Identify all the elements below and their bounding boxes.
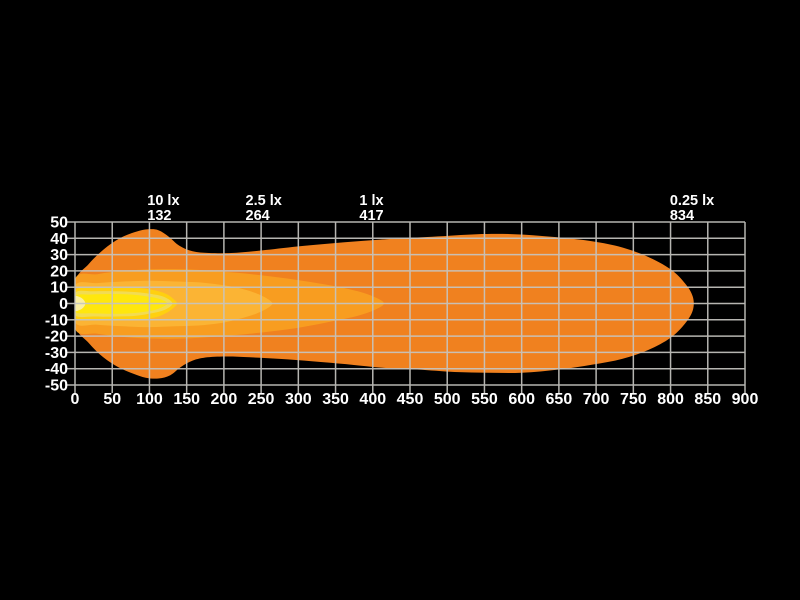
x-axis-tick-label: 50: [103, 391, 121, 408]
lux-marker-distance: 132: [147, 208, 171, 224]
x-axis-tick-label: 250: [248, 391, 275, 408]
x-axis-tick-label: 0: [71, 391, 80, 408]
x-axis-tick-label: 600: [508, 391, 535, 408]
x-axis-tick-label: 100: [136, 391, 163, 408]
y-axis-tick-label: -40: [45, 361, 68, 378]
lux-marker-distance: 417: [359, 208, 383, 224]
y-axis-tick-label: -10: [45, 312, 68, 329]
lux-marker-label: 1 lx: [359, 193, 383, 209]
y-axis-tick-label: 40: [50, 231, 68, 248]
x-axis-tick-label: 700: [583, 391, 610, 408]
lux-marker-label: 10 lx: [147, 193, 179, 209]
x-axis-tick-label: 350: [322, 391, 349, 408]
x-axis-tick-label: 650: [546, 391, 573, 408]
x-axis-tick-label: 500: [434, 391, 461, 408]
y-axis-tick-label: -20: [45, 329, 68, 346]
y-axis-tick-label: -30: [45, 345, 68, 362]
x-axis-tick-label: 900: [732, 391, 759, 408]
grid-lines: [67, 221, 746, 393]
y-axis-tick-label: 50: [50, 215, 68, 232]
y-axis-tick-label: 10: [50, 280, 68, 297]
y-axis-tick-label: 20: [50, 263, 68, 280]
lux-marker-distance: 264: [246, 208, 270, 224]
x-axis-tick-label: 800: [657, 391, 684, 408]
x-axis-tick-label: 850: [694, 391, 721, 408]
lux-marker-distance: 834: [670, 208, 694, 224]
x-axis-tick-label: 150: [173, 391, 200, 408]
x-axis-tick-label: 450: [397, 391, 424, 408]
x-axis-tick-label: 200: [211, 391, 238, 408]
lux-marker-label: 0.25 lx: [670, 193, 714, 209]
x-axis-tick-label: 400: [359, 391, 386, 408]
x-axis-tick-label: 550: [471, 391, 498, 408]
x-axis-tick-label: 750: [620, 391, 647, 408]
y-axis-tick-label: -50: [45, 378, 68, 395]
x-axis-tick-label: 300: [285, 391, 312, 408]
x-axis-labels: 0 50 100 150 200 250 300 350 400 450 500 550 600 650 7…: [71, 391, 759, 408]
y-axis-tick-label: 30: [50, 247, 68, 264]
y-axis-tick-label: 0: [59, 296, 68, 313]
lux-marker-label: 2.5 lx: [246, 193, 282, 209]
